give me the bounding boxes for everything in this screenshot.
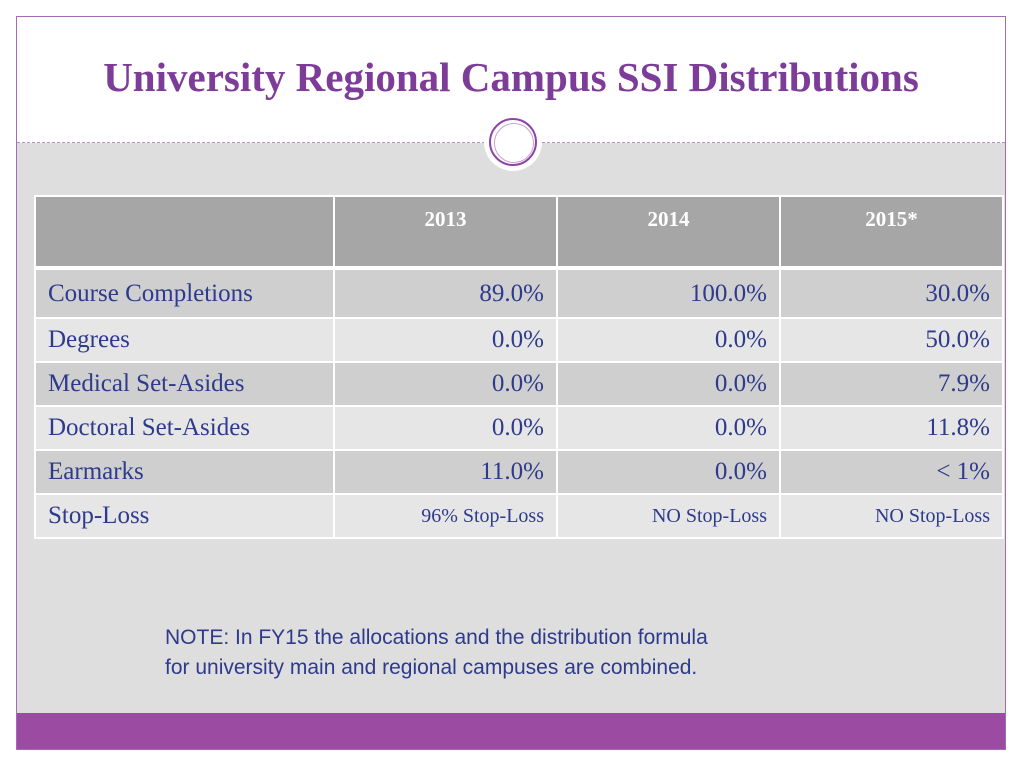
slide-title: University Regional Campus SSI Distribut… xyxy=(103,54,919,100)
row-label: Earmarks xyxy=(34,449,335,495)
row-label: Course Completions xyxy=(34,267,335,319)
table-row: Course Completions 89.0% 100.0% 30.0% xyxy=(34,267,1004,319)
footer-bar xyxy=(17,713,1005,749)
table-row: Degrees 0.0% 0.0% 50.0% xyxy=(34,317,1004,363)
cell-value: 11.8% xyxy=(779,405,1004,451)
cell-value: 96% Stop-Loss xyxy=(333,493,558,539)
cell-value: 0.0% xyxy=(333,361,558,407)
cell-value: < 1% xyxy=(779,449,1004,495)
cell-value: 30.0% xyxy=(779,267,1004,319)
cell-value: 0.0% xyxy=(556,405,781,451)
row-label: Doctoral Set-Asides xyxy=(34,405,335,451)
cell-value: 0.0% xyxy=(333,405,558,451)
cell-value: 0.0% xyxy=(333,317,558,363)
cell-value: NO Stop-Loss xyxy=(779,493,1004,539)
cell-value: 0.0% xyxy=(556,317,781,363)
column-header-2015: 2015* xyxy=(779,195,1004,270)
cell-value: 100.0% xyxy=(556,267,781,319)
ssi-distribution-table: 2013 2014 2015* Course Completions 89.0%… xyxy=(34,195,1004,539)
table-row: Stop-Loss 96% Stop-Loss NO Stop-Loss NO … xyxy=(34,493,1004,539)
cell-value: 7.9% xyxy=(779,361,1004,407)
footnote-text: NOTE: In FY15 the allocations and the di… xyxy=(165,626,708,679)
cell-value: NO Stop-Loss xyxy=(556,493,781,539)
slide: University Regional Campus SSI Distribut… xyxy=(16,16,1006,750)
circle-ornament-icon xyxy=(484,113,542,171)
cell-value: 0.0% xyxy=(556,361,781,407)
column-header-2014: 2014 xyxy=(556,195,781,270)
table-row: Medical Set-Asides 0.0% 0.0% 7.9% xyxy=(34,361,1004,407)
row-label: Stop-Loss xyxy=(34,493,335,539)
cell-value: 11.0% xyxy=(333,449,558,495)
cell-value: 50.0% xyxy=(779,317,1004,363)
column-header-blank xyxy=(34,195,335,270)
cell-value: 0.0% xyxy=(556,449,781,495)
table-row: Doctoral Set-Asides 0.0% 0.0% 11.8% xyxy=(34,405,1004,451)
row-label: Degrees xyxy=(34,317,335,363)
table-header-row: 2013 2014 2015* xyxy=(34,195,1004,270)
row-label: Medical Set-Asides xyxy=(34,361,335,407)
table-row: Earmarks 11.0% 0.0% < 1% xyxy=(34,449,1004,495)
column-header-2013: 2013 xyxy=(333,195,558,270)
ornament-ring xyxy=(489,118,537,166)
ornament-ring-inner xyxy=(494,123,534,163)
cell-value: 89.0% xyxy=(333,267,558,319)
